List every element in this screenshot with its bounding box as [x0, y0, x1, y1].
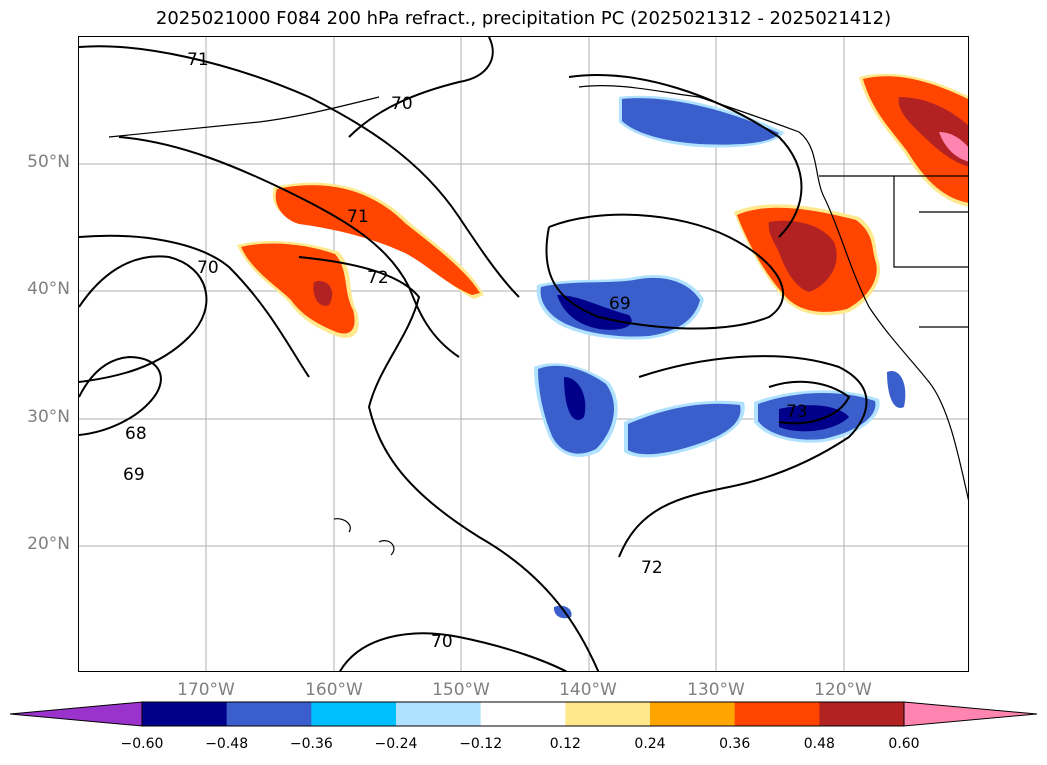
colorbar-segment-7	[650, 702, 736, 726]
contour-label-70-north: 70	[391, 94, 413, 114]
colorbar-tick-label: 0.36	[719, 736, 751, 752]
lon-label-170w: 170°W	[177, 680, 235, 700]
anomaly-patch-subtropical-west-dark	[564, 377, 586, 421]
contour-69-northeast	[545, 213, 785, 330]
colorbar-segment-9	[819, 702, 905, 726]
colorbar	[9, 700, 1038, 730]
map-panel: 71 70 71 72 70 69 68 69 73 72 70	[78, 36, 969, 672]
contour-label-69-low: 69	[123, 465, 145, 485]
colorbar-segment-3	[311, 702, 397, 726]
colorbar-segment-6	[565, 702, 651, 726]
colorbar-tick-label: 0.48	[803, 736, 835, 752]
colorbar-segment-2	[226, 702, 312, 726]
contour-71-mid	[118, 136, 460, 358]
colorbar-tick-label: 0.24	[634, 736, 666, 752]
contour-70-south	[339, 632, 568, 671]
contour-70-north	[348, 37, 494, 138]
colorbar-segment-8	[734, 702, 820, 726]
contour-70-west	[79, 234, 310, 378]
contour-68-low	[79, 355, 162, 436]
contour-label-73: 73	[786, 402, 808, 422]
colorbar-tick-label: −0.36	[289, 736, 333, 752]
lon-label-140w: 140°W	[559, 680, 617, 700]
contour-label-71-mid: 71	[347, 207, 369, 227]
map-canvas: 71 70 71 72 70 69 68 69 73 72 70	[79, 37, 968, 671]
anomaly-patch-west-pacific-core	[241, 243, 355, 334]
colorbar-segment-1	[142, 702, 228, 726]
coastline-alaska	[578, 85, 968, 501]
contour-label-71-north: 71	[187, 50, 209, 70]
anomaly-patch-subtropical-east-dark	[779, 405, 849, 432]
colorbar-tick-label: 0.60	[888, 736, 920, 752]
contour-70-northeast	[568, 74, 803, 238]
lon-label-130w: 130°W	[687, 680, 745, 700]
colorbar-segment-4	[396, 702, 482, 726]
anomaly-patch-subtropical-mid-core	[628, 403, 741, 455]
negative-anomaly-areas	[534, 95, 906, 619]
colorbar-segment-5	[480, 702, 566, 726]
refractivity-contours	[79, 37, 868, 671]
contour-72-east	[618, 355, 868, 558]
colorbar-tick-label: 0.12	[549, 736, 581, 752]
contour-labels: 71 70 71 72 70 69 68 69 73 72 70	[123, 50, 808, 652]
anomaly-patch-canada-pink	[939, 132, 968, 162]
colorbar-extend-low	[9, 701, 143, 727]
colorbar-tick-label: −0.12	[459, 736, 503, 752]
contour-label-72-east: 72	[641, 558, 663, 578]
graticule	[79, 37, 968, 671]
lat-label-50n: 50°N	[27, 152, 70, 172]
colorbar-tick-label: −0.48	[205, 736, 249, 752]
lat-label-20n: 20°N	[27, 534, 70, 554]
lon-label-160w: 160°W	[305, 680, 363, 700]
anomaly-patch-small-2	[887, 371, 906, 408]
lat-label-40n: 40°N	[27, 279, 70, 299]
contour-73	[768, 380, 851, 425]
contour-label-68: 68	[125, 424, 147, 444]
border-us-states	[893, 176, 968, 328]
contour-69-low	[79, 255, 208, 383]
coastline-aleutians	[108, 96, 380, 138]
colorbar-tick-label: −0.60	[120, 736, 164, 752]
contour-label-70-south: 70	[431, 632, 453, 652]
anomaly-patch-west-coast-dark	[768, 220, 837, 292]
page-title: 2025021000 F084 200 hPa refract., precip…	[155, 8, 892, 29]
colorbar-tick-label: −0.24	[374, 736, 418, 752]
lon-label-120w: 120°W	[814, 680, 872, 700]
contour-label-70-west: 70	[197, 258, 219, 278]
coastline-hawaii	[333, 518, 395, 556]
lat-label-30n: 30°N	[27, 407, 70, 427]
colorbar-extend-high	[903, 701, 1038, 727]
contour-label-69-northeast: 69	[609, 294, 631, 314]
lon-label-150w: 150°W	[432, 680, 490, 700]
colorbar-svg	[9, 701, 1038, 727]
coastlines	[108, 85, 968, 556]
anomaly-patch-west-pacific-dark	[313, 281, 333, 306]
anomaly-patch-gulf-alaska-core	[622, 98, 779, 145]
contour-72	[298, 256, 600, 671]
contour-label-72: 72	[367, 268, 389, 288]
